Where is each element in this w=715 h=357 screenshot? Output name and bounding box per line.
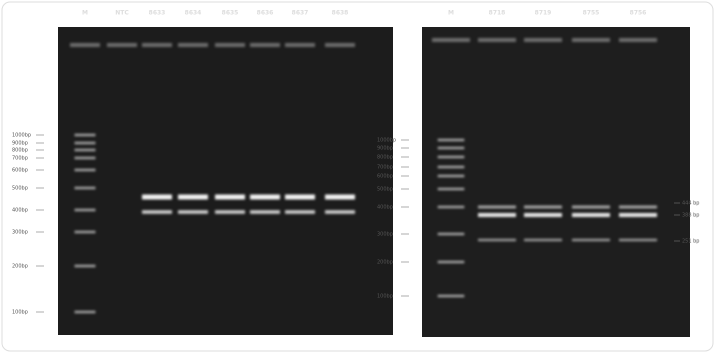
marker-label: 100bp (12, 310, 28, 316)
band (285, 210, 315, 214)
marker-label: 800bp (377, 155, 393, 161)
band (178, 43, 208, 47)
band (437, 165, 465, 169)
band (215, 43, 245, 47)
marker-label: 200bp (12, 264, 28, 270)
band (74, 133, 96, 137)
band (285, 43, 315, 47)
band (70, 43, 100, 47)
lane-label: 8638 (332, 10, 349, 17)
marker-label: 700bp (377, 165, 393, 171)
annotation: 444 bp (682, 201, 699, 207)
band (619, 38, 657, 42)
band (74, 141, 96, 145)
band (178, 194, 208, 200)
band (325, 210, 355, 214)
band (74, 264, 96, 268)
marker-label: 1000bp (377, 138, 396, 144)
marker-label: 200bp (377, 260, 393, 266)
marker-label: 1000bp (12, 133, 31, 139)
band (619, 213, 657, 217)
lane-label: M (448, 10, 454, 17)
band (142, 43, 172, 47)
marker-label: 300bp (12, 230, 28, 236)
band (215, 194, 245, 200)
band (250, 43, 280, 47)
marker-label: 400bp (12, 208, 28, 214)
band (437, 138, 465, 142)
marker-label: 500bp (12, 186, 28, 192)
band (142, 194, 172, 200)
band (437, 155, 465, 159)
band (524, 213, 562, 217)
band (74, 186, 96, 190)
gel-left (58, 27, 393, 335)
band (74, 208, 96, 212)
annotation: 251 bp (682, 239, 699, 245)
lane-label: M (82, 10, 88, 17)
marker-label: 800bp (12, 148, 28, 154)
marker-label: 900bp (377, 146, 393, 152)
marker-label: 100bp (377, 294, 393, 300)
band (437, 232, 465, 236)
band (285, 194, 315, 200)
band (572, 213, 610, 217)
band (325, 43, 355, 47)
lane-label: 8756 (630, 10, 647, 17)
band (437, 174, 465, 178)
band (572, 205, 610, 209)
band (572, 38, 610, 42)
gel-right (422, 27, 690, 337)
marker-label: 600bp (12, 168, 28, 174)
band (572, 238, 610, 242)
band (524, 38, 562, 42)
band (215, 210, 245, 214)
band (74, 230, 96, 234)
band (178, 210, 208, 214)
band (524, 205, 562, 209)
band (478, 213, 516, 217)
marker-label: 500bp (377, 187, 393, 193)
band (478, 205, 516, 209)
marker-label: 600bp (377, 174, 393, 180)
lane-label: 8635 (222, 10, 239, 17)
band (619, 238, 657, 242)
marker-label: 400bp (377, 205, 393, 211)
band (107, 43, 137, 47)
annotation: 388 bp (682, 213, 699, 219)
lane-label: 8633 (149, 10, 166, 17)
band (478, 38, 516, 42)
band (325, 194, 355, 200)
marker-label: 300bp (377, 232, 393, 238)
lane-label: 8718 (489, 10, 506, 17)
band (437, 205, 465, 209)
band (74, 310, 96, 314)
band (437, 260, 465, 264)
lane-label: 8719 (535, 10, 552, 17)
band (437, 187, 465, 191)
band (74, 168, 96, 172)
lane-label: 8634 (185, 10, 202, 17)
band (74, 148, 96, 152)
band (250, 210, 280, 214)
lane-label: 8636 (257, 10, 274, 17)
band (74, 156, 96, 160)
lane-label: 8637 (292, 10, 309, 17)
band (478, 238, 516, 242)
band (142, 210, 172, 214)
band (437, 146, 465, 150)
band (437, 294, 465, 298)
band (619, 205, 657, 209)
lane-label: 8755 (583, 10, 600, 17)
band (250, 194, 280, 200)
marker-label: 900bp (12, 141, 28, 147)
marker-label: 700bp (12, 156, 28, 162)
lane-label: NTC (115, 10, 129, 17)
band (524, 238, 562, 242)
band (432, 38, 470, 42)
